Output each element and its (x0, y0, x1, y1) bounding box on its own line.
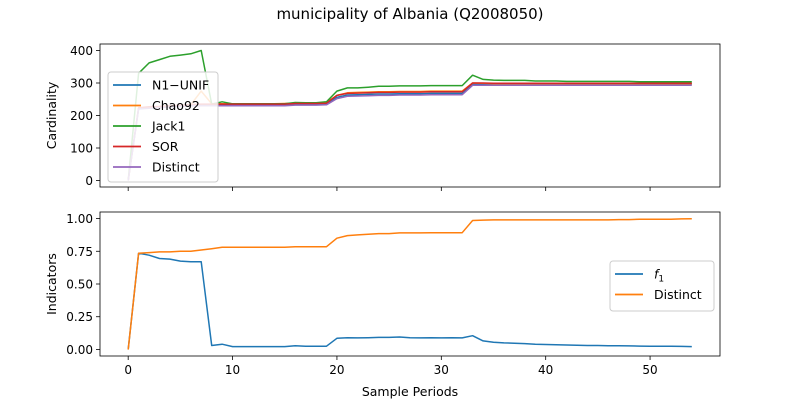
legend-label: SOR (152, 139, 179, 154)
series-line-0 (127, 252, 692, 350)
x-tick-label: 0 (124, 363, 132, 377)
y-tick-label: 300 (70, 77, 93, 91)
legend-label: f1 (654, 267, 664, 285)
figure-title: municipality of Albania (Q2008050) (276, 5, 543, 23)
y-tick-label: 400 (70, 44, 93, 58)
series-line-4 (127, 84, 692, 181)
cardinality-panel: 0 100 200 300 400 Cardinality N1−UNIF Chao92 Jac… (44, 43, 721, 191)
x-tick-label: 30 (434, 363, 449, 377)
x-tick-label: 50 (642, 363, 657, 377)
x-tick-label: 10 (225, 363, 240, 377)
y-tick-label: 1.00 (66, 212, 93, 226)
series-line-2 (127, 49, 692, 181)
x-tick-label: 40 (538, 363, 553, 377)
y-axis-label: Cardinality (44, 81, 59, 149)
legend-label: Distinct (152, 160, 200, 175)
legend-box (107, 71, 219, 183)
indicators-panel: 0 10 20 30 40 50 0.00 0.25 0.50 0.75 1.00 Indicator… (44, 211, 721, 377)
series-line-1 (127, 218, 692, 350)
y-tick-label: 100 (70, 142, 93, 156)
legend-label: N1−UNIF (152, 78, 209, 93)
series-line-3 (127, 82, 692, 181)
y-tick-label: 200 (70, 109, 93, 123)
legend-label: Chao92 (152, 98, 200, 113)
legend-label: Jack1 (151, 119, 185, 134)
y-tick-label: 0.50 (66, 278, 93, 292)
x-tick-label: 20 (329, 363, 344, 377)
y-axis-label: Indicators (44, 253, 59, 315)
y-tick-label: 0.75 (66, 245, 93, 259)
y-tick-label: 0.25 (66, 310, 93, 324)
legend-box (609, 260, 715, 312)
legend-label: Distinct (654, 287, 702, 302)
y-tick-label: 0 (85, 174, 93, 188)
x-axis-label: Sample Periods (362, 384, 458, 399)
y-tick-label: 0.00 (66, 343, 93, 357)
